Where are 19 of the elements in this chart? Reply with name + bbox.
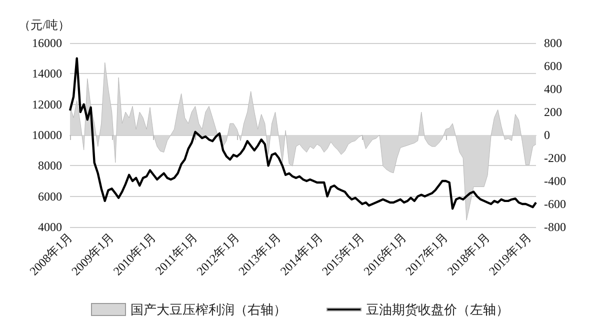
y2-tick-label: -400 (544, 174, 566, 188)
y-tick-label: 8000 (38, 158, 62, 173)
y-tick-label: 4000 (38, 220, 62, 234)
y2-tick-label: 400 (544, 82, 562, 96)
y2-tick-label: 600 (544, 59, 562, 73)
legend-label: 国产大豆压榨利润（右轴） (130, 302, 286, 317)
y-tick-label: 14000 (32, 66, 62, 81)
y2-tick-label: -600 (544, 197, 566, 211)
y-tick-label: 6000 (38, 189, 62, 204)
y2-tick-label: 800 (544, 36, 562, 50)
y-tick-label: 12000 (32, 97, 62, 112)
y-tick-label: 10000 (32, 128, 62, 142)
y2-tick-label: 200 (544, 105, 562, 119)
y2-tick-label: 0 (544, 128, 550, 142)
y-axis-title: （元/吨） (18, 18, 70, 32)
y-tick-label: 16000 (32, 36, 62, 50)
y2-tick-label: -200 (544, 151, 566, 165)
legend-label: 豆油期货收盘价（左轴） (366, 302, 509, 317)
y2-tick-label: -800 (544, 220, 566, 234)
